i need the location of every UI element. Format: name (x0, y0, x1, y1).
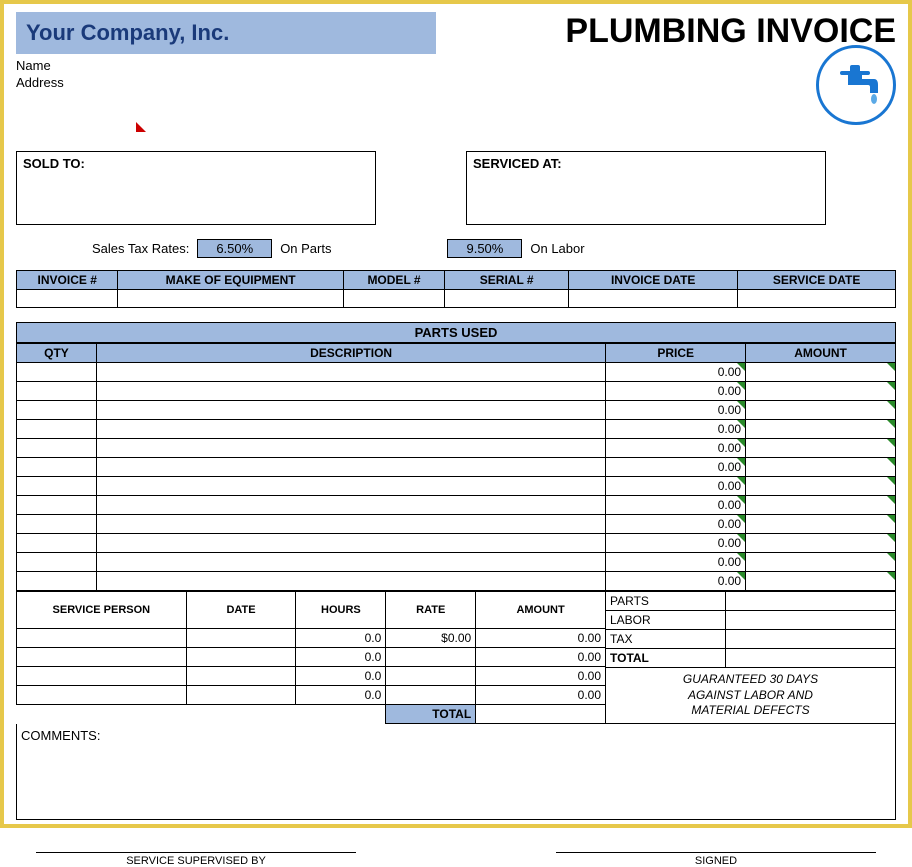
labor-total-label: TOTAL (386, 704, 476, 723)
col-qty: QTY (17, 344, 97, 363)
col-desc: DESCRIPTION (96, 344, 605, 363)
parts-row[interactable]: 0.00 (17, 515, 896, 534)
tax-labor-value[interactable]: 9.50% (447, 239, 522, 258)
labor-row[interactable]: 0.0$0.000.00 (17, 628, 606, 647)
tax-labor-label: On Labor (530, 241, 584, 256)
company-name: Your Company, Inc. (16, 12, 436, 54)
col-labor-amount: AMOUNT (476, 592, 606, 629)
address-label: Address (16, 75, 436, 92)
col-serial: SERIAL # (445, 271, 569, 290)
col-make: MAKE OF EQUIPMENT (118, 271, 343, 290)
signed-line: SIGNED (556, 852, 876, 867)
labor-row[interactable]: 0.00.00 (17, 666, 606, 685)
parts-row[interactable]: 0.00 (17, 382, 896, 401)
labor-table: SERVICE PERSON DATE HOURS RATE AMOUNT 0.… (16, 591, 606, 724)
parts-row[interactable]: 0.00 (17, 496, 896, 515)
totals-table: PARTS LABOR TAX TOTAL GUARANTEED 30 DAYS… (606, 591, 896, 724)
parts-row[interactable]: 0.00 (17, 458, 896, 477)
col-hours: HOURS (296, 592, 386, 629)
labor-row[interactable]: 0.00.00 (17, 685, 606, 704)
parts-row[interactable]: 0.00 (17, 420, 896, 439)
col-person: SERVICE PERSON (17, 592, 187, 629)
col-invoice-no: INVOICE # (17, 271, 118, 290)
sold-to-box[interactable]: SOLD TO: (16, 151, 376, 225)
serviced-at-box[interactable]: SERVICED AT: (466, 151, 826, 225)
parts-row[interactable]: 0.00 (17, 439, 896, 458)
parts-row[interactable]: 0.00 (17, 477, 896, 496)
supervised-by-line: SERVICE SUPERVISED BY (36, 852, 356, 867)
parts-row[interactable]: 0.00 (17, 363, 896, 382)
col-date: DATE (186, 592, 296, 629)
parts-row[interactable]: 0.00 (17, 534, 896, 553)
faucet-icon (816, 45, 896, 125)
col-inv-date: INVOICE DATE (569, 271, 738, 290)
col-model: MODEL # (343, 271, 444, 290)
guarantee-text: GUARANTEED 30 DAYS AGAINST LABOR AND MAT… (606, 668, 896, 724)
totals-total-label: TOTAL (606, 649, 726, 668)
parts-table: QTY DESCRIPTION PRICE AMOUNT 0.00 0.00 0… (16, 343, 896, 591)
name-label: Name (16, 58, 436, 75)
labor-row[interactable]: 0.00.00 (17, 647, 606, 666)
totals-tax-label: TAX (606, 630, 726, 649)
info-table: INVOICE # MAKE OF EQUIPMENT MODEL # SERI… (16, 270, 896, 308)
col-svc-date: SERVICE DATE (738, 271, 896, 290)
totals-parts-label: PARTS (606, 592, 726, 611)
col-rate: RATE (386, 592, 476, 629)
info-row[interactable] (17, 290, 896, 308)
totals-labor-label: LABOR (606, 611, 726, 630)
comment-marker-icon (136, 122, 146, 132)
col-amount: AMOUNT (746, 344, 896, 363)
tax-parts-value[interactable]: 6.50% (197, 239, 272, 258)
parts-row[interactable]: 0.00 (17, 401, 896, 420)
col-price: PRICE (606, 344, 746, 363)
parts-row[interactable]: 0.00 (17, 553, 896, 572)
parts-row[interactable]: 0.00 (17, 572, 896, 591)
comments-box[interactable]: COMMENTS: (16, 724, 896, 820)
tax-rates-label: Sales Tax Rates: (92, 241, 189, 256)
tax-parts-label: On Parts (280, 241, 331, 256)
parts-used-title: PARTS USED (16, 322, 896, 343)
